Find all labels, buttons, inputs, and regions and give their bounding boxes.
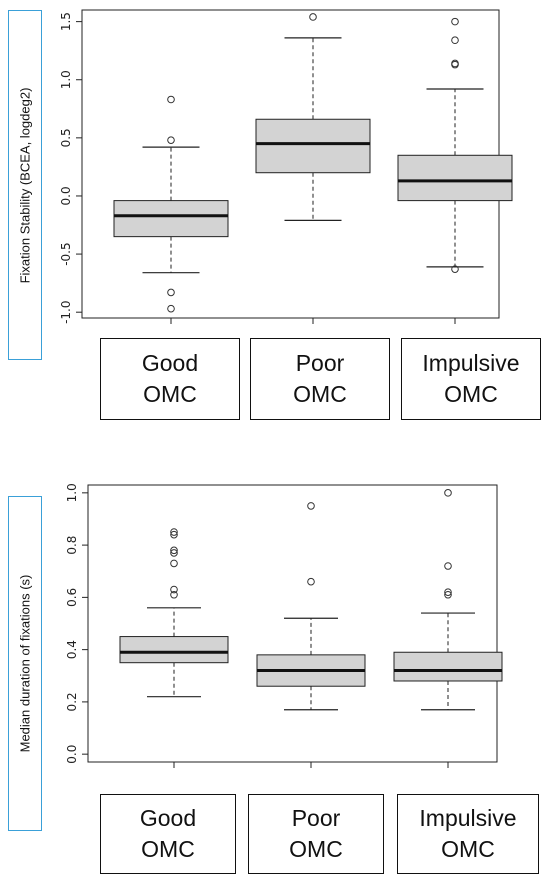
outlier-point (444, 489, 452, 497)
box-1 (256, 502, 366, 711)
y-tick-label: -1.0 (59, 300, 73, 323)
category-box-poor-omc: Poor OMC (250, 338, 390, 420)
box-1 (255, 13, 371, 221)
iqr-box (119, 636, 229, 664)
outlier-point (167, 136, 175, 144)
outlier-point (451, 59, 459, 68)
category-label: Good OMC (139, 805, 197, 862)
outlier-point (170, 530, 178, 539)
category-label: Poor OMC (293, 350, 347, 407)
y-axis-label-box: Fixation Stability (BCEA, logdeg2) (8, 10, 42, 360)
iqr-box (397, 154, 513, 202)
category-box-poor-omc: Poor OMC (248, 794, 384, 874)
category-label: Impulsive OMC (422, 350, 520, 407)
y-tick-label: 0.0 (59, 186, 73, 205)
box-2 (393, 489, 503, 711)
chart-svg: -1.0 -0.5 0.0 0.5 1.0 1.5 (59, 9, 513, 324)
outlier-point (167, 95, 175, 104)
box-2 (397, 17, 513, 273)
outlier-point (170, 590, 178, 599)
outlier-point (170, 549, 178, 557)
chart-svg: 0.0 0.2 0.4 0.6 0.8 1.0 (65, 483, 503, 768)
outlier-point (170, 559, 178, 568)
y-tick-label: 1.5 (59, 12, 73, 31)
category-box-impulsive-omc: Impulsive OMC (397, 794, 539, 874)
outlier-point (170, 546, 178, 555)
category-box-impulsive-omc: Impulsive OMC (401, 338, 541, 420)
y-axis-label-box: Median duration of fixations (s) (8, 496, 42, 831)
outlier-point (451, 17, 459, 26)
y-tick-label: 0.5 (59, 128, 73, 147)
outlier-point (170, 585, 178, 594)
iqr-box (393, 651, 503, 682)
category-label: Good OMC (141, 350, 199, 407)
outlier-point (167, 304, 175, 313)
outlier-point (167, 288, 175, 297)
box-0 (119, 528, 229, 698)
outlier-point (444, 562, 452, 570)
outlier-point (451, 265, 459, 273)
iqr-box (255, 118, 371, 174)
category-box-good-omc: Good OMC (100, 794, 236, 874)
y-tick-label: 0.4 (65, 640, 79, 659)
category-box-good-omc: Good OMC (100, 338, 240, 420)
iqr-box (113, 200, 229, 238)
y-tick-label: 1.0 (65, 483, 79, 502)
box-plot-fixation-stability: Fixation Stability (BCEA, logdeg2) -1.0-… (0, 0, 550, 430)
outlier-point (444, 590, 452, 599)
y-tick-label: -0.5 (59, 242, 73, 265)
y-tick-label: 1.0 (59, 70, 73, 89)
outlier-point (307, 502, 315, 510)
box-0 (113, 95, 229, 313)
y-tick-label: 0.0 (65, 745, 79, 764)
y-tick-label: 0.6 (65, 588, 79, 607)
box-plot-fixation-duration: Median duration of fixations (s) 0.0 0.2 0… (0, 470, 550, 880)
outlier-point (309, 13, 317, 21)
y-tick-label: 0.2 (65, 692, 79, 711)
category-label: Poor OMC (289, 805, 343, 862)
outlier-point (451, 36, 459, 45)
plot-frame (87, 484, 498, 763)
outlier-point (444, 588, 452, 596)
category-label: Impulsive OMC (419, 805, 517, 862)
y-tick-label: 0.8 (65, 536, 79, 555)
outlier-point (170, 528, 178, 536)
outlier-point (307, 577, 315, 586)
